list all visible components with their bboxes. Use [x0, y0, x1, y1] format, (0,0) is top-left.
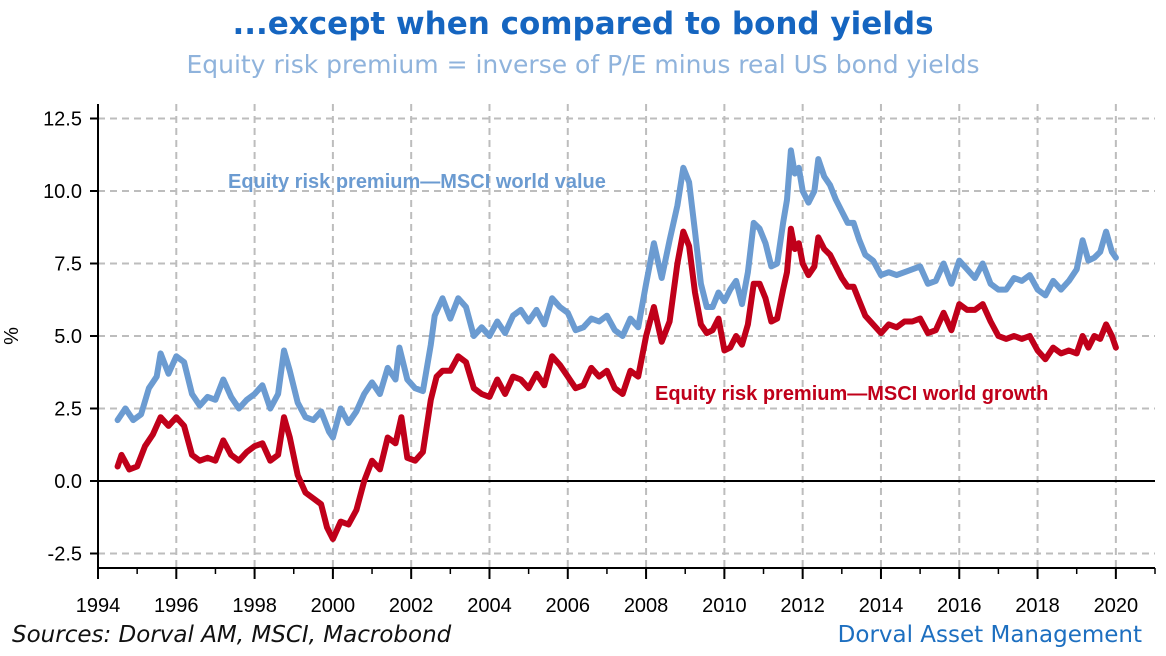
y-tick-label: 7.5 — [54, 254, 82, 276]
growth-series-line — [114, 225, 1119, 542]
x-tick-label: 2010 — [702, 595, 747, 617]
x-tick-label: 2016 — [937, 595, 982, 617]
x-tick-label: 2006 — [546, 595, 591, 617]
y-tick-label: 0.0 — [54, 471, 82, 493]
x-tick-label: 2008 — [624, 595, 669, 617]
y-tick-label: -2.5 — [48, 544, 82, 566]
y-axis-label: % — [1, 327, 23, 345]
chart-title: ...except when compared to bond yields — [232, 6, 934, 42]
x-tick-label: 2014 — [859, 595, 904, 617]
x-tick-label: 2000 — [311, 595, 356, 617]
x-tick-label: 2004 — [467, 595, 512, 617]
chart-subtitle: Equity risk premium = inverse of P/E min… — [186, 50, 980, 79]
brand-label: Dorval Asset Management — [837, 622, 1142, 648]
x-tick-label: 2018 — [1015, 595, 1060, 617]
y-tick-label: 2.5 — [54, 399, 82, 421]
y-tick-label: 12.5 — [43, 109, 82, 131]
x-tick-label: 1994 — [76, 595, 121, 617]
value-series-label: Equity risk premium—MSCI world value — [228, 171, 606, 193]
x-tick-label: 2020 — [1094, 595, 1139, 617]
y-tick-label: 5.0 — [54, 326, 82, 348]
x-tick-label: 2002 — [389, 595, 434, 617]
x-tick-label: 1998 — [232, 595, 277, 617]
sources-note: Sources: Dorval AM, MSCI, Macrobond — [12, 622, 452, 648]
x-tick-label: 1996 — [154, 595, 199, 617]
y-tick-label: 10.0 — [43, 181, 82, 203]
value-series-line — [114, 147, 1119, 441]
x-tick-label: 2012 — [780, 595, 825, 617]
growth-series-label: Equity risk premium—MSCI world growth — [655, 383, 1048, 405]
